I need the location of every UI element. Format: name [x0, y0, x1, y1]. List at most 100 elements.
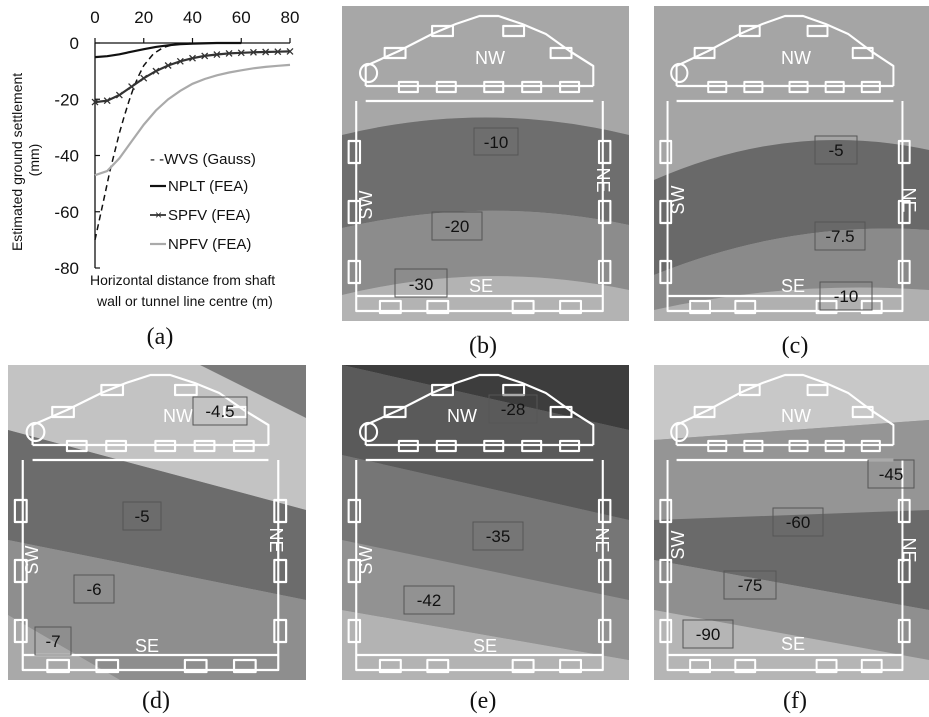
label-se-f: SE — [781, 634, 805, 654]
buttress — [659, 558, 673, 584]
label-nw-b: NW — [475, 48, 505, 68]
buttress — [13, 618, 28, 644]
panel-b-band-2 — [342, 210, 629, 295]
buttress — [707, 439, 728, 453]
label-sw-b: SW — [356, 190, 376, 219]
buttress — [897, 199, 911, 225]
buttress — [232, 439, 255, 453]
contour-label-b-0: -10 — [473, 127, 519, 156]
buttress — [223, 405, 247, 419]
svg-text:-90: -90 — [696, 625, 721, 644]
contour-label-e-2: -42 — [403, 585, 455, 615]
buttress — [435, 80, 457, 94]
panel-f-band-3 — [654, 560, 929, 660]
buttress — [347, 139, 362, 165]
label-nw-e: NW — [447, 406, 477, 426]
buttress — [105, 439, 128, 453]
contour-panel-f: NW SW NE SE -45 -60 -75 -90 — [654, 365, 929, 680]
x-axis-label-line2: wall or tunnel line centre (m) — [96, 293, 273, 309]
buttress — [232, 658, 257, 674]
buttress — [738, 24, 761, 38]
stair-circle — [358, 62, 379, 84]
label-ne-d: NE — [266, 527, 286, 552]
legend-label-spfv: SPFV (FEA) — [168, 207, 251, 224]
buttress — [559, 80, 581, 94]
buttress — [788, 439, 809, 453]
buttress — [659, 618, 673, 644]
buttress — [743, 80, 764, 94]
buttress — [897, 259, 911, 285]
spfv-marker-2 — [115, 91, 123, 99]
svg-text:-6: -6 — [86, 580, 101, 599]
svg-text:-10: -10 — [834, 287, 859, 306]
panel-b-bands — [342, 6, 629, 321]
spfv-marker-14 — [262, 48, 270, 56]
settlement-line-chart: 0 20 40 60 80 0 -20 -40 -60 -80 Estimated ground… — [9, 8, 299, 309]
contour-label-b-1: -20 — [431, 211, 483, 241]
buttress — [824, 80, 845, 94]
buttress — [897, 139, 911, 165]
buttress — [659, 199, 673, 225]
y-tick-labels: 0 -20 -40 -60 -80 — [54, 34, 100, 278]
svg-text:-35: -35 — [486, 527, 511, 546]
stair-circle — [670, 62, 689, 84]
contour-label-f-3: -90 — [682, 619, 734, 649]
contour-label-d-0: -4.5 — [192, 396, 248, 426]
caption-d: (d) — [142, 688, 170, 714]
buttress — [860, 80, 881, 94]
buttress — [659, 139, 673, 165]
label-ne-e: NE — [592, 527, 612, 552]
plan-outline-shape — [347, 373, 612, 674]
buttress — [597, 199, 612, 225]
buttress — [378, 299, 402, 315]
legend-entry-npfv: NPFV (FEA) — [150, 236, 251, 253]
y-axis-label-line2: (mm) — [26, 144, 42, 177]
buttress — [689, 658, 712, 674]
label-se-b: SE — [469, 276, 493, 296]
label-ne-c: NE — [899, 187, 919, 212]
panel-f-band-2 — [654, 510, 929, 610]
label-sw-d: SW — [22, 545, 42, 574]
buttress — [383, 405, 407, 419]
y-tick-label-0: 0 — [70, 34, 79, 53]
buttress — [597, 498, 612, 524]
y-axis-label-line1: Estimated ground settlement — [9, 73, 25, 251]
svg-text:-28: -28 — [501, 400, 526, 419]
buttress — [897, 498, 911, 524]
svg-text:-10: -10 — [484, 133, 509, 152]
contour-label-d-2: -6 — [73, 574, 115, 604]
buttress — [397, 439, 419, 453]
contour-label-c-0: -5 — [814, 135, 858, 165]
buttress — [824, 439, 845, 453]
svg-text:-45: -45 — [879, 465, 904, 484]
label-ne-f: NE — [899, 537, 919, 562]
legend-label-npfv: NPFV (FEA) — [168, 236, 251, 253]
buttress — [435, 439, 457, 453]
panel-e-band-1 — [342, 365, 629, 520]
buttress — [65, 439, 88, 453]
legend: - -WVS (Gauss) NPLT (FEA) × SPFV (FEA) N… — [150, 151, 256, 253]
buttress — [734, 658, 757, 674]
x-tick-labels: 0 20 40 60 80 — [90, 8, 299, 43]
shaft-plan-outline-b — [347, 14, 612, 315]
contour-label-d-1: -5 — [122, 501, 162, 531]
panel-f-band-0 — [654, 365, 929, 440]
buttress — [483, 439, 505, 453]
x-axis-label-line1: Horizontal distance from shaft — [90, 272, 275, 288]
label-se-e: SE — [473, 636, 497, 656]
contour-label-e-1: -35 — [472, 521, 524, 551]
x-tick-label-0: 0 — [90, 8, 99, 27]
buttress — [431, 24, 454, 38]
series-lines — [91, 41, 294, 241]
buttress — [734, 299, 757, 315]
x-tick-label-40: 40 — [183, 8, 202, 27]
contour-label-f-1: -60 — [772, 507, 824, 537]
contour-panel-b: NW SW NE SE -10 -20 -30 — [342, 6, 629, 321]
spfv-marker-13 — [249, 48, 257, 56]
buttress — [483, 80, 505, 94]
plan-outline-shape — [659, 373, 911, 674]
legend-entry-spfv: × SPFV (FEA) — [150, 207, 251, 224]
buttress — [549, 405, 573, 419]
y-tick-label--60: -60 — [54, 203, 79, 222]
x-tick-label-60: 60 — [232, 8, 251, 27]
